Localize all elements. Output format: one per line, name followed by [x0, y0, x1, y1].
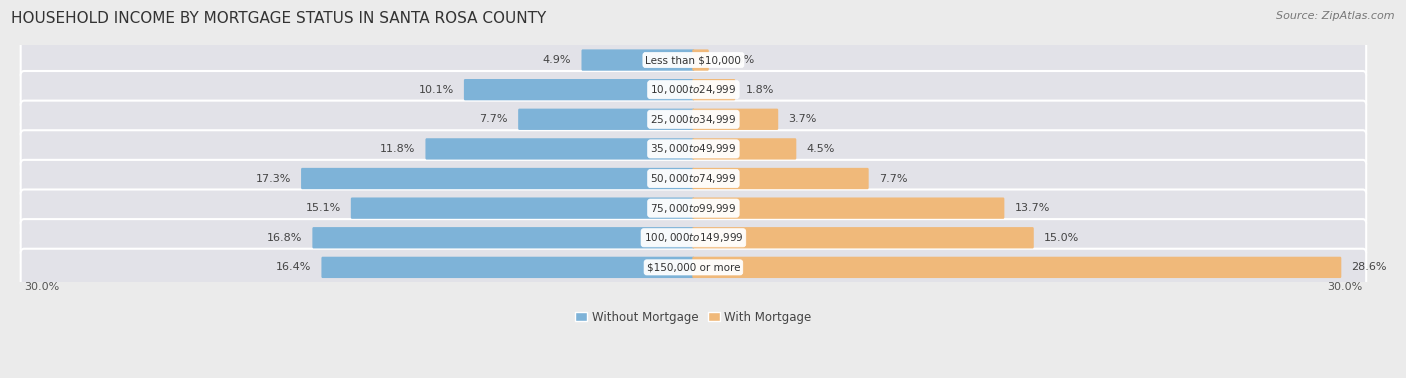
- Text: $50,000 to $74,999: $50,000 to $74,999: [650, 172, 737, 185]
- Text: 15.1%: 15.1%: [305, 203, 340, 213]
- Text: 30.0%: 30.0%: [1327, 282, 1362, 292]
- FancyBboxPatch shape: [692, 50, 709, 71]
- FancyBboxPatch shape: [21, 189, 1367, 227]
- Text: 28.6%: 28.6%: [1351, 262, 1386, 273]
- Text: $75,000 to $99,999: $75,000 to $99,999: [650, 201, 737, 215]
- FancyBboxPatch shape: [21, 41, 1367, 79]
- Text: $25,000 to $34,999: $25,000 to $34,999: [650, 113, 737, 126]
- Text: 17.3%: 17.3%: [256, 174, 291, 184]
- FancyBboxPatch shape: [21, 71, 1367, 108]
- Text: 10.1%: 10.1%: [419, 85, 454, 94]
- Text: 16.8%: 16.8%: [267, 233, 302, 243]
- FancyBboxPatch shape: [464, 79, 695, 100]
- FancyBboxPatch shape: [692, 197, 1004, 219]
- Text: 16.4%: 16.4%: [276, 262, 311, 273]
- FancyBboxPatch shape: [582, 50, 695, 71]
- FancyBboxPatch shape: [352, 197, 695, 219]
- Text: 4.9%: 4.9%: [543, 55, 571, 65]
- FancyBboxPatch shape: [692, 79, 735, 100]
- FancyBboxPatch shape: [692, 257, 1341, 278]
- FancyBboxPatch shape: [21, 160, 1367, 197]
- FancyBboxPatch shape: [322, 257, 695, 278]
- Text: $100,000 to $149,999: $100,000 to $149,999: [644, 231, 744, 244]
- FancyBboxPatch shape: [519, 108, 695, 130]
- FancyBboxPatch shape: [692, 227, 1033, 248]
- Text: HOUSEHOLD INCOME BY MORTGAGE STATUS IN SANTA ROSA COUNTY: HOUSEHOLD INCOME BY MORTGAGE STATUS IN S…: [11, 11, 547, 26]
- Text: 11.8%: 11.8%: [380, 144, 415, 154]
- FancyBboxPatch shape: [692, 108, 779, 130]
- Text: 1.8%: 1.8%: [745, 85, 773, 94]
- Text: $150,000 or more: $150,000 or more: [647, 262, 740, 273]
- FancyBboxPatch shape: [692, 138, 796, 160]
- Text: 7.7%: 7.7%: [879, 174, 907, 184]
- Legend: Without Mortgage, With Mortgage: Without Mortgage, With Mortgage: [571, 306, 817, 328]
- Text: $35,000 to $49,999: $35,000 to $49,999: [650, 143, 737, 155]
- Text: 4.5%: 4.5%: [807, 144, 835, 154]
- FancyBboxPatch shape: [21, 249, 1367, 286]
- FancyBboxPatch shape: [312, 227, 695, 248]
- Text: 30.0%: 30.0%: [24, 282, 59, 292]
- Text: $10,000 to $24,999: $10,000 to $24,999: [650, 83, 737, 96]
- FancyBboxPatch shape: [301, 168, 695, 189]
- Text: Less than $10,000: Less than $10,000: [645, 55, 741, 65]
- Text: 7.7%: 7.7%: [479, 114, 508, 124]
- Text: Source: ZipAtlas.com: Source: ZipAtlas.com: [1277, 11, 1395, 21]
- FancyBboxPatch shape: [21, 101, 1367, 138]
- FancyBboxPatch shape: [21, 219, 1367, 256]
- Text: 3.7%: 3.7%: [789, 114, 817, 124]
- FancyBboxPatch shape: [692, 168, 869, 189]
- FancyBboxPatch shape: [426, 138, 695, 160]
- Text: 0.63%: 0.63%: [718, 55, 754, 65]
- Text: 15.0%: 15.0%: [1043, 233, 1080, 243]
- FancyBboxPatch shape: [21, 130, 1367, 167]
- Text: 13.7%: 13.7%: [1015, 203, 1050, 213]
